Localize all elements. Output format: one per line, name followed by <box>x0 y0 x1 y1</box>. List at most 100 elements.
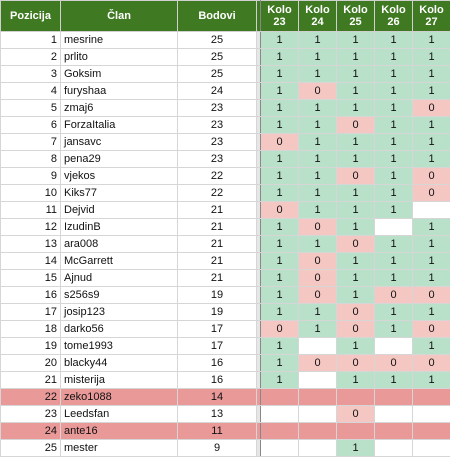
round-result-cell: 1 <box>413 338 450 355</box>
round-result-cell: 0 <box>413 168 450 185</box>
round-result-cell: 1 <box>261 151 299 168</box>
round-result-cell: 0 <box>337 168 375 185</box>
round-result-cell: 1 <box>413 253 450 270</box>
round-result-cell: 1 <box>261 49 299 66</box>
round-result-cell <box>413 440 450 457</box>
round-result-cell: 0 <box>299 253 337 270</box>
round-result-cell <box>299 440 337 457</box>
round-result-cell: 1 <box>375 117 413 134</box>
round-result-cell: 1 <box>299 49 337 66</box>
row-member: zeko1088 <box>61 389 178 406</box>
round-result-cell: 1 <box>337 151 375 168</box>
round-result-cell: 1 <box>413 270 450 287</box>
round-result-cell: 1 <box>261 219 299 236</box>
round-result-cell: 1 <box>261 236 299 253</box>
row-position: 17 <box>1 304 61 321</box>
round-result-cell <box>413 389 450 406</box>
row-points: 22 <box>178 168 257 185</box>
row-member: vjekos <box>61 168 178 185</box>
round-result-cell: 1 <box>261 304 299 321</box>
round-result-cell: 1 <box>261 338 299 355</box>
round-result-cell <box>261 423 299 440</box>
row-position: 20 <box>1 355 61 372</box>
row-member: misterija <box>61 372 178 389</box>
round-result-cell: 1 <box>375 321 413 338</box>
row-member: ara008 <box>61 236 178 253</box>
row-points: 16 <box>178 355 257 372</box>
row-position: 21 <box>1 372 61 389</box>
row-member: McGarrett <box>61 253 178 270</box>
row-points: 21 <box>178 202 257 219</box>
round-result-cell: 1 <box>337 185 375 202</box>
round-result-cell: 1 <box>337 32 375 49</box>
round-result-cell <box>375 219 413 236</box>
round-result-cell: 1 <box>337 49 375 66</box>
round-result-cell <box>413 406 450 423</box>
round-result-cell: 0 <box>413 185 450 202</box>
round-result-cell <box>375 338 413 355</box>
round-result-cell: 0 <box>261 321 299 338</box>
round-result-cell: 1 <box>375 253 413 270</box>
round-result-cell: 1 <box>299 134 337 151</box>
row-points: 23 <box>178 100 257 117</box>
row-member: ForzaItalia <box>61 117 178 134</box>
row-member: s256s9 <box>61 287 178 304</box>
row-member: mesrine <box>61 32 178 49</box>
round-result-cell: 1 <box>299 32 337 49</box>
round-result-cell: 1 <box>299 202 337 219</box>
row-points: 22 <box>178 185 257 202</box>
round-result-cell: 0 <box>337 236 375 253</box>
round-result-cell: 1 <box>261 270 299 287</box>
round-result-cell: 1 <box>375 100 413 117</box>
row-points: 13 <box>178 406 257 423</box>
round-result-cell: 1 <box>413 134 450 151</box>
round-result-cell: 1 <box>299 185 337 202</box>
round-result-cell: 0 <box>413 321 450 338</box>
round-result-cell: 0 <box>337 117 375 134</box>
round-result-cell: 1 <box>261 253 299 270</box>
round-result-cell: 1 <box>375 66 413 83</box>
round-result-cell: 1 <box>261 185 299 202</box>
row-member: darko56 <box>61 321 178 338</box>
round-result-cell: 1 <box>413 219 450 236</box>
round-result-cell <box>261 389 299 406</box>
round-result-cell: 1 <box>337 287 375 304</box>
row-member: tome1993 <box>61 338 178 355</box>
row-position: 16 <box>1 287 61 304</box>
round-result-cell: 1 <box>337 202 375 219</box>
round-result-cell <box>299 338 337 355</box>
round-result-cell: 1 <box>261 66 299 83</box>
round-result-cell <box>261 440 299 457</box>
row-member: Goksim <box>61 66 178 83</box>
row-points: 23 <box>178 151 257 168</box>
round-result-cell: 1 <box>299 66 337 83</box>
round-result-cell: 0 <box>299 355 337 372</box>
row-member: ante16 <box>61 423 178 440</box>
round-result-cell: 1 <box>375 83 413 100</box>
round-result-cell: 1 <box>375 236 413 253</box>
row-points: 21 <box>178 253 257 270</box>
round-result-cell: 1 <box>375 32 413 49</box>
round-result-cell: 1 <box>299 168 337 185</box>
round-result-cell <box>299 372 337 389</box>
round-result-cell: 0 <box>337 406 375 423</box>
round-result-cell: 1 <box>299 321 337 338</box>
round-result-cell: 1 <box>337 372 375 389</box>
round-result-cell: 1 <box>261 168 299 185</box>
round-result-cell: 1 <box>375 49 413 66</box>
header-points: Bodovi <box>178 1 257 32</box>
